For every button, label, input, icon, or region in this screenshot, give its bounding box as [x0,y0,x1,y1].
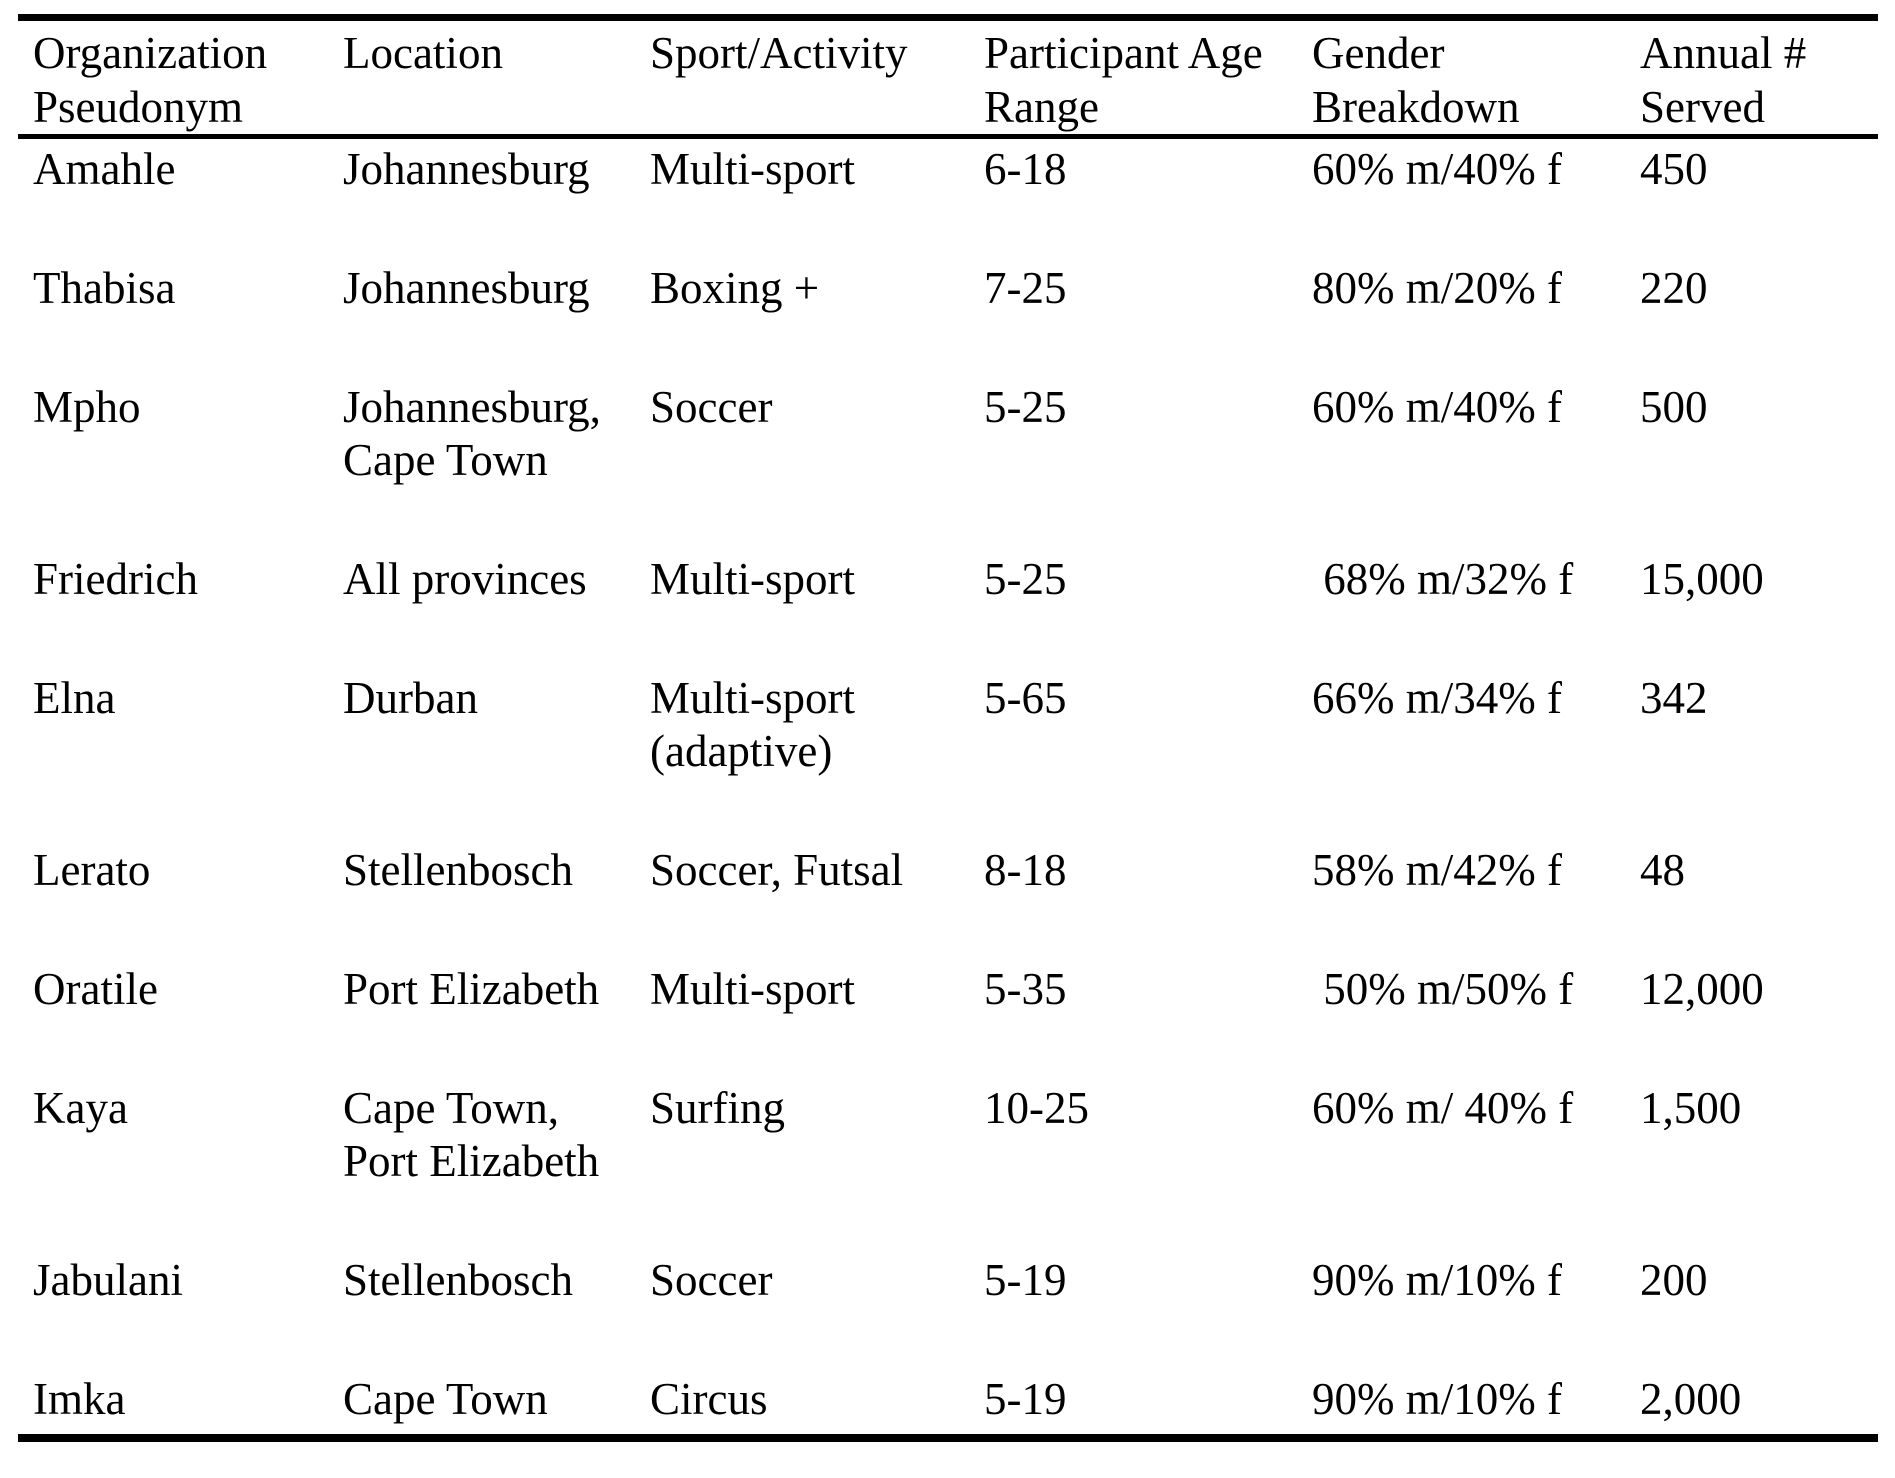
table-cell: Cape Town [343,1374,548,1424]
table-cell: Cape Town, Port Elizabeth [343,1083,600,1186]
table-cell: Multi-sport [650,554,856,604]
table-cell: 66% m/34% f [1312,673,1562,723]
table-cell: Oratile [33,964,158,1014]
table-cell: Soccer, Futsal [650,845,904,895]
table-cell: Lerato [33,845,151,895]
table-cell: Elna [33,673,116,723]
header-row: Organization Pseudonym Location Sport/Ac… [18,17,1878,139]
table-row-mpho: Mpho Johannesburg, Cape Town Soccer 5-25… [18,377,1878,549]
table-cell: Imka [33,1374,126,1424]
table-cell: 220 [1640,263,1708,313]
table-cell: 5-65 [984,673,1067,723]
table-cell: 80% m/20% f [1312,263,1562,313]
col-header-gender-breakdown: Gender Breakdown [1297,17,1625,139]
table-cell: Johannesburg [343,263,590,313]
table-cell: Multi-sport (adaptive) [650,673,867,776]
table-cell: 60% m/ 40% f [1312,1083,1574,1133]
table-cell: 6-18 [984,144,1067,194]
table-row-oratile: Oratile Port Elizabeth Multi-sport 5-35 … [18,959,1878,1078]
table-cell: Stellenbosch [343,1255,573,1305]
table-cell: Johannesburg [343,144,590,194]
table-cell: 8-18 [984,845,1067,895]
table-cell: 60% m/40% f [1312,382,1562,432]
table-cell: Port Elizabeth [343,964,600,1014]
table-cell: 12,000 [1640,964,1764,1014]
table-cell: 7-25 [984,263,1067,313]
table-cell: Stellenbosch [343,845,573,895]
col-header-participant-age-range: Participant Age Range [969,17,1297,139]
table-row-lerato: Lerato Stellenbosch Soccer, Futsal 8-18 … [18,840,1878,959]
table-cell: 68% m/32% f [1312,554,1574,604]
table-cell: Multi-sport [650,964,856,1014]
table-row-jabulani: Jabulani Stellenbosch Soccer 5-19 90% m/… [18,1250,1878,1369]
table-cell: 48 [1640,845,1685,895]
table-cell: 500 [1640,382,1708,432]
table-cell: 90% m/10% f [1312,1374,1562,1424]
table-cell: All provinces [343,554,587,604]
table-cell: Johannesburg, Cape Town [343,382,613,485]
table-cell: 450 [1640,144,1708,194]
table-cell: 58% m/42% f [1312,845,1562,895]
table-cell: 50% m/50% f [1312,964,1574,1014]
col-header-annual-served: Annual # Served [1625,17,1878,139]
table-cell: 15,000 [1640,554,1764,604]
col-header-organization-pseudonym: Organization Pseudonym [18,17,328,139]
table-cell: Soccer [650,1255,773,1305]
table-cell: 90% m/10% f [1312,1255,1562,1305]
table-cell: Circus [650,1374,768,1424]
table-row-elna: Elna Durban Multi-sport (adaptive) 5-65 … [18,668,1878,840]
table-cell: 60% m/40% f [1312,144,1562,194]
table-row-amahle: Amahle Johannesburg Multi-sport 6-18 60%… [18,137,1878,259]
table-row-friedrich: Friedrich All provinces Multi-sport 5-25… [18,549,1878,668]
table-row-kaya: Kaya Cape Town, Port Elizabeth Surfing 1… [18,1078,1878,1250]
table-cell: 5-19 [984,1374,1067,1424]
table-cell: 5-25 [984,382,1067,432]
table-cell: Thabisa [33,263,176,313]
table-cell: Multi-sport [650,144,856,194]
table-cell: 5-19 [984,1255,1067,1305]
table-cell: Kaya [33,1083,128,1133]
table-row-thabisa: Thabisa Johannesburg Boxing + 7-25 80% m… [18,258,1878,377]
table-cell: 5-35 [984,964,1067,1014]
table-cell: Jabulani [33,1255,183,1305]
organizations-table: Organization Pseudonym Location Sport/Ac… [18,14,1878,1442]
table-cell: 10-25 [984,1083,1089,1133]
table-cell: Boxing + [650,263,820,313]
table-cell: 342 [1640,673,1708,723]
table-cell: 1,500 [1640,1083,1742,1133]
table-cell: Mpho [33,382,141,432]
table-row-imka: Imka Cape Town Circus 5-19 90% m/10% f 2… [18,1369,1878,1438]
col-header-sport-activity: Sport/Activity [635,17,969,139]
table-cell: Durban [343,673,478,723]
table-cell: 2,000 [1640,1374,1742,1424]
table-cell: 200 [1640,1255,1708,1305]
table-cell: Soccer [650,382,773,432]
table-cell: Friedrich [33,554,198,604]
table-cell: 5-25 [984,554,1067,604]
table-cell: Surfing [650,1083,785,1133]
col-header-location: Location [328,17,635,139]
table-cell: Amahle [33,144,176,194]
